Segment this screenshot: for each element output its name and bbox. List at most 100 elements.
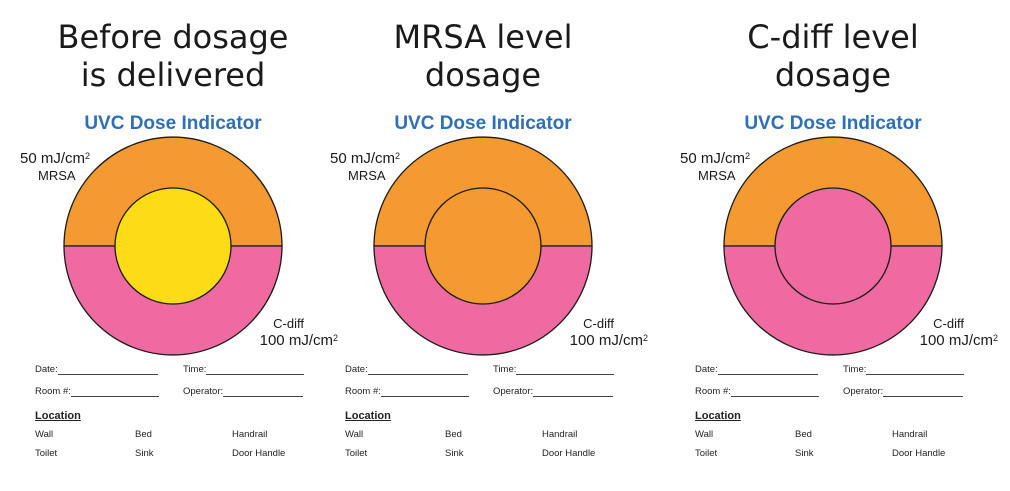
operator-label: Operator: xyxy=(493,386,534,397)
location-option[interactable]: Bed xyxy=(795,429,812,440)
operator-blank[interactable] xyxy=(223,387,304,397)
room-blank[interactable] xyxy=(730,387,819,397)
location-option[interactable]: Bed xyxy=(445,429,462,440)
location-title: Location xyxy=(695,410,741,422)
time-label: Time: xyxy=(493,364,517,375)
date-label: Date: xyxy=(35,364,58,375)
dose-center-dot xyxy=(114,187,232,305)
cdiff-dose-value: 100 mJ/cm xyxy=(259,332,333,349)
cdiff-dose-exponent: 2 xyxy=(332,333,338,343)
cdiff-label: C-diff xyxy=(273,316,304,331)
operator-label: Operator: xyxy=(843,386,884,397)
location-option[interactable]: Handrail xyxy=(542,429,578,440)
date-label: Date: xyxy=(345,364,368,375)
mrsa-dose-exponent: 2 xyxy=(395,151,401,161)
mrsa-dose-value: 50 mJ/cm xyxy=(680,150,746,167)
date-field[interactable]: Date: xyxy=(35,364,158,375)
heading-line: dosage xyxy=(774,56,892,94)
location-option[interactable]: Wall xyxy=(695,429,714,440)
mrsa-label: MRSA xyxy=(698,168,736,183)
operator-label: Operator: xyxy=(183,386,224,397)
mrsa-label: MRSA xyxy=(38,168,76,183)
panel-heading: Before dosage is delivered xyxy=(8,18,338,94)
date-blank[interactable] xyxy=(367,365,468,375)
room-blank[interactable] xyxy=(380,387,469,397)
cdiff-dose-label: C-diff 100 mJ/cm2 xyxy=(920,315,998,349)
operator-blank[interactable] xyxy=(883,387,964,397)
heading-line: MRSA level xyxy=(393,18,573,56)
mrsa-dose-value: 50 mJ/cm xyxy=(20,150,86,167)
cdiff-label: C-diff xyxy=(933,316,964,331)
cdiff-label: C-diff xyxy=(583,316,614,331)
heading-line: is delivered xyxy=(80,56,266,94)
mrsa-dose-label: 50 mJ/cm2 MRSA xyxy=(680,150,750,184)
location-option[interactable]: Handrail xyxy=(892,429,928,440)
time-blank[interactable] xyxy=(866,365,965,375)
location-option[interactable]: Bed xyxy=(135,429,152,440)
location-option[interactable]: Handrail xyxy=(232,429,268,440)
dose-center-dot xyxy=(774,187,892,305)
time-blank[interactable] xyxy=(516,365,615,375)
dose-panel: MRSA level dosage UVC Dose Indicator 50 mJ/… xyxy=(318,0,648,491)
dose-indicator-dial xyxy=(373,136,593,356)
time-blank[interactable] xyxy=(206,365,305,375)
room-label: Room #: xyxy=(345,386,381,397)
date-field[interactable]: Date: xyxy=(695,364,818,375)
location-option[interactable]: Toilet xyxy=(35,448,58,459)
record-form: Date: Time: Room #: Operator: Location Wall Be… xyxy=(35,364,325,459)
operator-field[interactable]: Operator: xyxy=(183,386,304,397)
room-label: Room #: xyxy=(695,386,731,397)
room-field[interactable]: Room #: xyxy=(695,386,819,397)
location-option[interactable]: Sink xyxy=(795,448,814,459)
dose-center-dot xyxy=(424,187,542,305)
cdiff-dose-value: 100 mJ/cm xyxy=(919,332,993,349)
mrsa-dose-exponent: 2 xyxy=(745,151,751,161)
panel-heading: MRSA level dosage xyxy=(318,18,648,94)
operator-field[interactable]: Operator: xyxy=(493,386,614,397)
room-blank[interactable] xyxy=(70,387,159,397)
time-field[interactable]: Time: xyxy=(843,364,965,375)
location-option[interactable]: Door Handle xyxy=(542,448,596,459)
mrsa-label: MRSA xyxy=(348,168,386,183)
location-title: Location xyxy=(35,410,81,422)
time-field[interactable]: Time: xyxy=(183,364,305,375)
cdiff-dose-value: 100 mJ/cm xyxy=(569,332,643,349)
operator-field[interactable]: Operator: xyxy=(843,386,964,397)
dose-indicator-dial xyxy=(63,136,283,356)
heading-line: dosage xyxy=(424,56,542,94)
location-option[interactable]: Toilet xyxy=(345,448,368,459)
dose-panel: C-diff level dosage UVC Dose Indicator 50 m… xyxy=(668,0,998,491)
room-field[interactable]: Room #: xyxy=(35,386,159,397)
location-option[interactable]: Door Handle xyxy=(892,448,946,459)
heading-line: Before dosage xyxy=(57,18,289,56)
time-field[interactable]: Time: xyxy=(493,364,615,375)
location-option[interactable]: Door Handle xyxy=(232,448,286,459)
mrsa-dose-label: 50 mJ/cm2 MRSA xyxy=(20,150,90,184)
cdiff-dose-label: C-diff 100 mJ/cm2 xyxy=(260,315,338,349)
panel-heading: C-diff level dosage xyxy=(668,18,998,94)
cdiff-dose-exponent: 2 xyxy=(642,333,648,343)
dose-indicator-dial xyxy=(723,136,943,356)
date-blank[interactable] xyxy=(717,365,818,375)
indicator-title: UVC Dose Indicator xyxy=(394,113,572,134)
location-option[interactable]: Wall xyxy=(35,429,54,440)
indicator-title: UVC Dose Indicator xyxy=(744,113,922,134)
mrsa-dose-label: 50 mJ/cm2 MRSA xyxy=(330,150,400,184)
room-field[interactable]: Room #: xyxy=(345,386,469,397)
location-option[interactable]: Sink xyxy=(135,448,154,459)
location-option[interactable]: Wall xyxy=(345,429,364,440)
date-field[interactable]: Date: xyxy=(345,364,468,375)
indicator-title: UVC Dose Indicator xyxy=(84,113,262,134)
location-option[interactable]: Sink xyxy=(445,448,464,459)
date-label: Date: xyxy=(695,364,718,375)
dose-panel: Before dosage is delivered UVC Dose Indica… xyxy=(8,0,338,491)
cdiff-dose-label: C-diff 100 mJ/cm2 xyxy=(570,315,648,349)
cdiff-dose-exponent: 2 xyxy=(992,333,998,343)
record-form: Date: Time: Room #: Operator: Location Wall Be… xyxy=(695,364,985,459)
record-form: Date: Time: Room #: Operator: Location Wall Be… xyxy=(345,364,635,459)
date-blank[interactable] xyxy=(57,365,158,375)
heading-line: C-diff level xyxy=(747,18,919,56)
time-label: Time: xyxy=(843,364,867,375)
operator-blank[interactable] xyxy=(533,387,614,397)
location-option[interactable]: Toilet xyxy=(695,448,718,459)
